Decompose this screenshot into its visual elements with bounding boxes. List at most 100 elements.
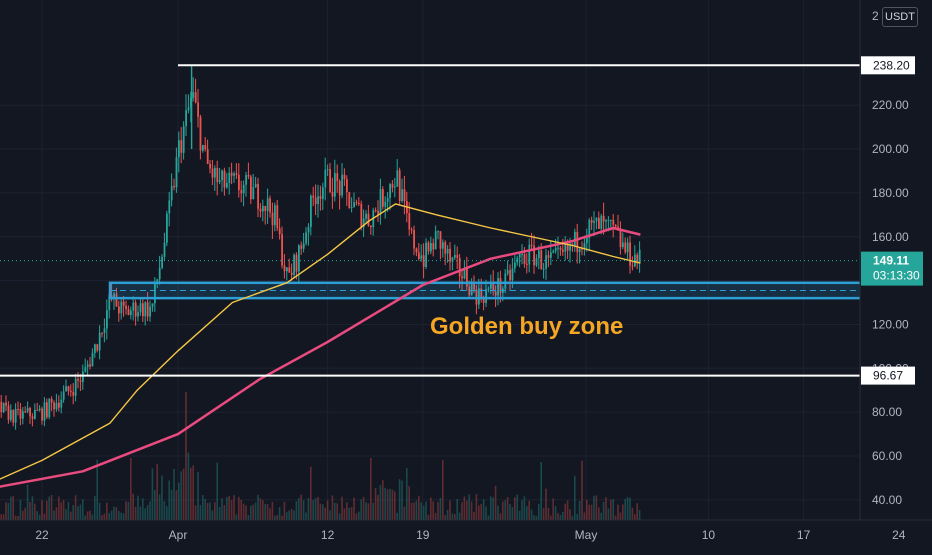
candle-body: [360, 203, 363, 228]
candle-body: [271, 212, 274, 226]
volume-bar: [7, 502, 10, 520]
candle-body: [468, 286, 471, 296]
candle-body: [425, 242, 427, 267]
candle-body: [631, 265, 634, 267]
candle-body: [535, 258, 538, 266]
candle-body: [307, 226, 310, 233]
candle-body: [394, 186, 396, 188]
volume-bar: [96, 459, 98, 520]
volume-bar: [612, 499, 614, 520]
volume-bar: [619, 512, 622, 520]
candle-body: [29, 407, 31, 417]
volume-bar: [334, 502, 336, 520]
volume-bar: [514, 497, 516, 520]
volume-bar: [0, 514, 2, 520]
candle-body: [156, 279, 159, 283]
volume-bar: [132, 493, 134, 520]
volume-bar: [259, 498, 262, 520]
candle-body: [355, 202, 358, 204]
candle-body: [593, 221, 595, 223]
candle-body: [365, 213, 367, 219]
volume-bar: [598, 507, 600, 520]
volume-bar: [46, 500, 48, 520]
volume-bar: [446, 509, 449, 520]
candle-body: [554, 247, 557, 251]
volume-bar: [468, 494, 470, 520]
candle-body: [600, 215, 603, 229]
volume-bar: [430, 497, 432, 520]
volume-bar: [533, 515, 535, 520]
candle-body: [511, 268, 514, 281]
x-tick-label: Apr: [169, 528, 188, 542]
volume-bar: [250, 505, 252, 520]
volume-bar: [348, 507, 350, 520]
candle-body: [38, 408, 41, 411]
volume-bar: [113, 506, 115, 520]
candle-body: [288, 267, 291, 273]
volume-bar: [540, 461, 542, 520]
volume-bar: [175, 490, 178, 520]
volume-bar: [218, 507, 221, 520]
candle-body: [401, 189, 403, 201]
volume-bar: [125, 501, 127, 520]
candle-body: [194, 92, 197, 103]
volume-bar: [343, 508, 346, 520]
volume-bar: [139, 506, 142, 520]
volume-bar: [89, 510, 91, 520]
candle-body: [557, 247, 559, 249]
candle-body: [331, 191, 334, 197]
candle-body: [487, 288, 490, 290]
candle-body: [353, 202, 355, 208]
volume-bar: [631, 507, 634, 520]
candle-body: [338, 181, 341, 196]
candle-body: [274, 205, 276, 226]
volume-bar: [302, 500, 305, 520]
volume-bar: [523, 496, 526, 520]
volume-bar: [300, 494, 302, 520]
candle-body: [290, 272, 293, 275]
candle-body: [324, 169, 327, 188]
candle-body: [444, 242, 447, 254]
volume-bar: [461, 502, 463, 520]
volume-bar: [391, 489, 394, 520]
volume-bar: [60, 502, 62, 520]
currency-badge[interactable]: USDT: [882, 7, 918, 27]
volume-bar: [310, 466, 312, 520]
candle-body: [542, 268, 545, 270]
volume-bar: [511, 507, 514, 520]
volume-bar: [559, 515, 562, 520]
candle-body: [317, 196, 319, 205]
candle-body: [334, 173, 336, 197]
volume-bar: [245, 505, 247, 520]
volume-bar: [374, 488, 377, 520]
volume-bar: [228, 496, 230, 520]
candle-body: [82, 371, 84, 382]
volume-bar: [84, 515, 86, 520]
candle-body: [386, 197, 389, 202]
volume-bar: [542, 508, 545, 520]
volume-bar: [466, 500, 468, 520]
volume-bar: [499, 513, 502, 520]
candle-body: [293, 254, 295, 275]
volume-bar: [266, 503, 269, 520]
volume-bar: [276, 515, 278, 520]
volume-bars: [0, 391, 641, 520]
candle-body: [14, 408, 17, 423]
candle-body: [79, 380, 82, 382]
candle-body: [526, 263, 528, 265]
volume-bar: [319, 503, 322, 520]
volume-bar: [362, 496, 365, 520]
candle-body: [98, 332, 101, 351]
volume-bar: [420, 502, 422, 520]
volume-bar: [586, 499, 588, 520]
volume-bar: [247, 515, 250, 520]
volume-bar: [624, 499, 626, 520]
candle-body: [389, 184, 391, 198]
candle-body: [533, 245, 535, 266]
volume-bar: [22, 510, 24, 520]
candle-body: [636, 254, 639, 264]
volume-bar: [197, 471, 199, 520]
volume-bar: [137, 495, 139, 520]
